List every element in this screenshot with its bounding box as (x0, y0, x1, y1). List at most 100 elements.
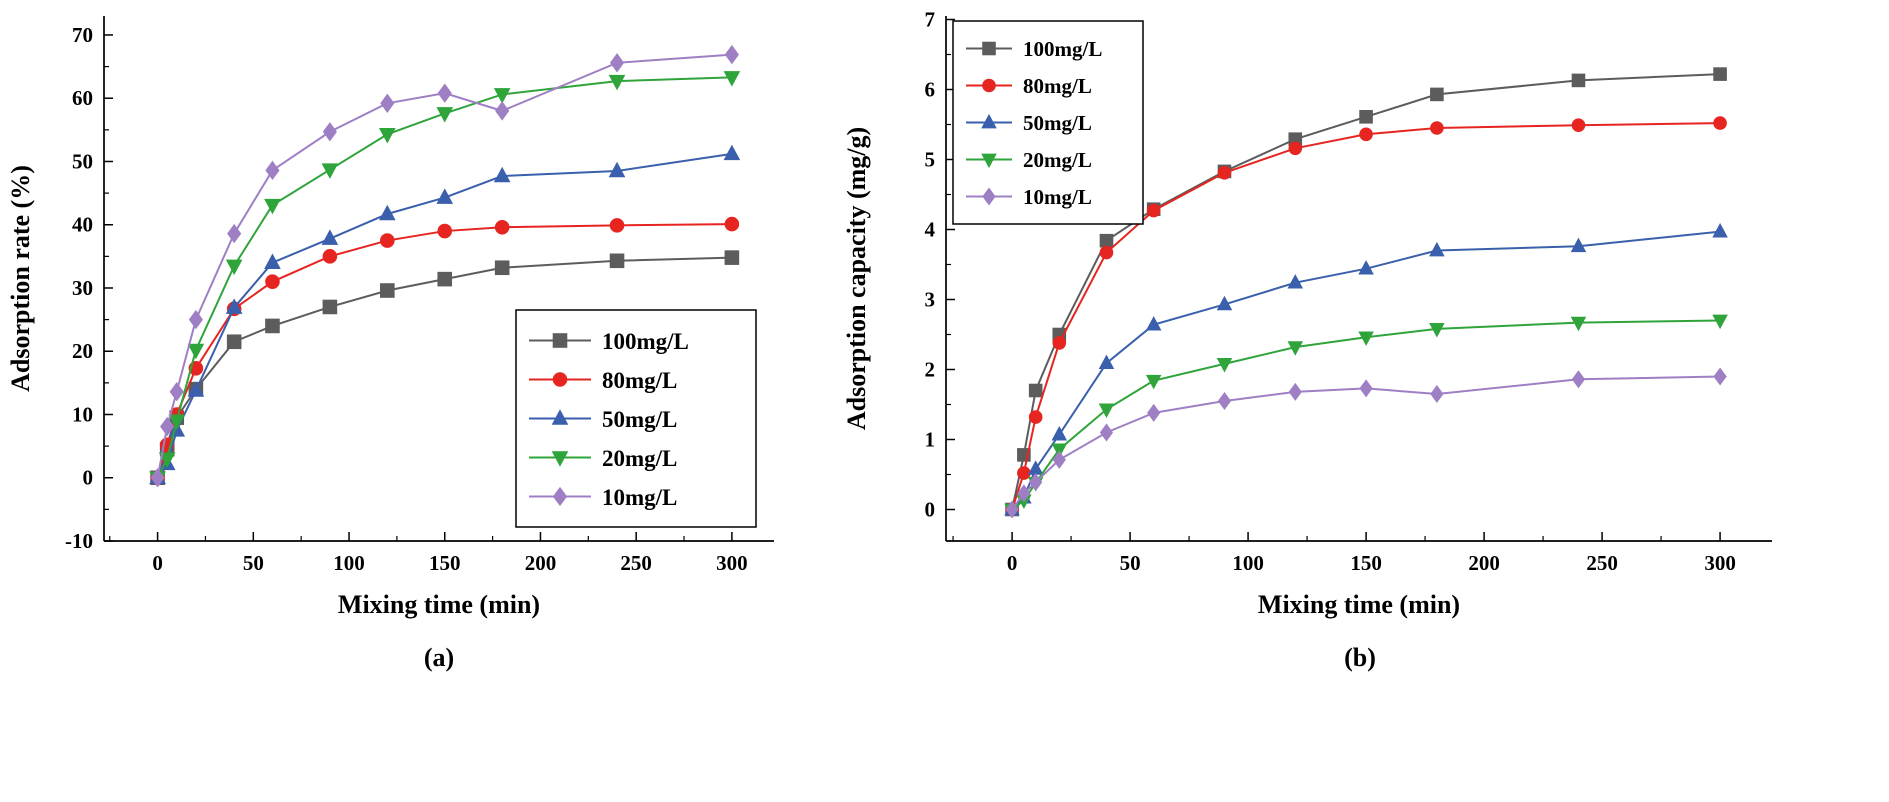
marker-diamond (495, 101, 510, 121)
marker-diamond (609, 53, 625, 73)
marker-triangle-up (1429, 241, 1445, 257)
marker-triangle-down (1570, 316, 1587, 332)
series-line-20mg/L (156, 76, 732, 479)
marker-circle (322, 249, 338, 264)
y-tick-label: -10 (65, 529, 93, 553)
y-tick-label: 30 (72, 276, 93, 300)
figure-adsorption-charts: 0 50 100 150 200 250 300 -10 0 10 20 30 40 50 60 70 Mixi… (2, 4, 1806, 673)
marker-square (226, 334, 242, 350)
y-tick-label: 6 (925, 78, 936, 102)
marker-diamond (150, 468, 165, 488)
marker-circle (609, 218, 625, 233)
marker-diamond (1359, 379, 1373, 398)
marker-diamond (1288, 382, 1302, 401)
marker-triangle-down (1051, 443, 1068, 458)
marker-square (609, 253, 625, 269)
marker-diamond (1217, 391, 1232, 411)
chart-b-block: 0 50 100 150 200 250 300 0 1 2 3 4 5 6 7 Mixing time (m… (838, 4, 1806, 673)
y-tick-label: 4 (925, 218, 936, 242)
marker-square (1028, 383, 1043, 398)
marker-triangle-down (493, 88, 511, 104)
marker-diamond (160, 416, 175, 437)
legend-label: 80mg/L (1023, 74, 1092, 98)
marker-triangle-up (608, 161, 626, 178)
marker-triangle-down (1216, 358, 1233, 373)
legend-label: 50mg/L (602, 407, 677, 432)
y-tick-label: 20 (72, 339, 93, 363)
marker-triangle-down (1145, 374, 1162, 390)
marker-diamond (1005, 500, 1019, 519)
marker-square (494, 260, 510, 276)
chart-a-plot: 0 50 100 150 200 250 300 -10 0 10 20 30 40 50 60 70 Mixi… (2, 4, 802, 629)
legend-marker-triangle-up (551, 409, 569, 425)
series-line-100mg/L (1011, 73, 1721, 510)
y-tick-label: 40 (72, 213, 93, 237)
x-tick-label: 50 (243, 551, 264, 575)
marker-triangle-down (1287, 341, 1304, 356)
x-tick-label: 0 (152, 551, 163, 575)
marker-triangle-up (264, 253, 281, 269)
marker-square (265, 318, 280, 334)
legend-marker-diamond (982, 187, 996, 206)
x-tick-label: 250 (1586, 551, 1618, 575)
marker-triangle-up (225, 298, 243, 314)
marker-diamond (724, 44, 739, 65)
marker-circle (380, 233, 395, 248)
marker-triangle-up (493, 166, 511, 183)
marker-diamond (1571, 370, 1586, 389)
x-tick-label: 0 (1007, 551, 1018, 575)
marker-circle (265, 274, 280, 289)
marker-triangle-up (1145, 316, 1162, 331)
legend-label: 20mg/L (602, 446, 677, 471)
legend-label: 100mg/L (602, 329, 689, 354)
legend-label: 100mg/L (1023, 37, 1102, 61)
marker-triangle-up (1712, 222, 1728, 238)
y-tick-label: 1 (925, 428, 936, 452)
x-tick-label: 300 (716, 551, 748, 575)
marker-circle (1288, 141, 1303, 156)
legend: 100mg/L 80mg/L 50mg/L 20mg/L 10mg/L (515, 309, 757, 528)
marker-square (1359, 110, 1373, 124)
plot-area-a: 0 50 100 150 200 250 300 -10 0 10 20 30 40 50 60 70 Mixi… (6, 16, 774, 619)
x-tick-label: 100 (1232, 551, 1264, 575)
legend-label: 10mg/L (602, 485, 677, 510)
marker-diamond (265, 160, 280, 181)
x-tick-label: 150 (429, 551, 461, 575)
legend-marker-circle (552, 372, 568, 387)
marker-triangle-down (436, 107, 454, 123)
legend-marker-triangle-up (981, 113, 997, 129)
marker-diamond (380, 93, 395, 113)
marker-circle (724, 216, 740, 232)
marker-triangle-down (1358, 331, 1374, 346)
y-tick-label: 0 (83, 466, 94, 490)
legend-marker-circle (982, 78, 996, 93)
marker-diamond (437, 83, 452, 103)
x-tick-label: 100 (333, 551, 365, 575)
marker-triangle-up (1287, 274, 1304, 289)
marker-circle (1430, 121, 1444, 135)
marker-square (322, 299, 338, 315)
y-tick-label: 0 (925, 498, 936, 522)
y-tick-label: 3 (925, 288, 936, 312)
marker-diamond (322, 122, 337, 142)
marker-triangle-down (608, 74, 626, 91)
legend-marker-triangle-down (981, 153, 997, 169)
marker-triangle-down (187, 343, 205, 360)
marker-diamond (1713, 367, 1727, 386)
y-tick-label: 7 (925, 8, 936, 32)
marker-square (724, 250, 740, 265)
y-tick-label: 5 (925, 148, 936, 172)
chart-a-block: 0 50 100 150 200 250 300 -10 0 10 20 30 40 50 60 70 Mixi… (2, 4, 802, 673)
marker-square (1430, 87, 1444, 102)
legend-marker-square (982, 41, 996, 56)
marker-circle (1571, 118, 1586, 132)
marker-diamond (1029, 473, 1043, 492)
legend: 100mg/L 80mg/L 50mg/L 20mg/L 10mg/L (952, 20, 1144, 225)
y-tick-label: 10 (72, 402, 93, 426)
marker-diamond (1430, 384, 1444, 404)
marker-diamond (227, 223, 242, 244)
marker-square (1713, 67, 1727, 81)
x-tick-label: 50 (1120, 551, 1141, 575)
legend-label: 80mg/L (602, 368, 677, 393)
marker-circle (1099, 245, 1114, 260)
